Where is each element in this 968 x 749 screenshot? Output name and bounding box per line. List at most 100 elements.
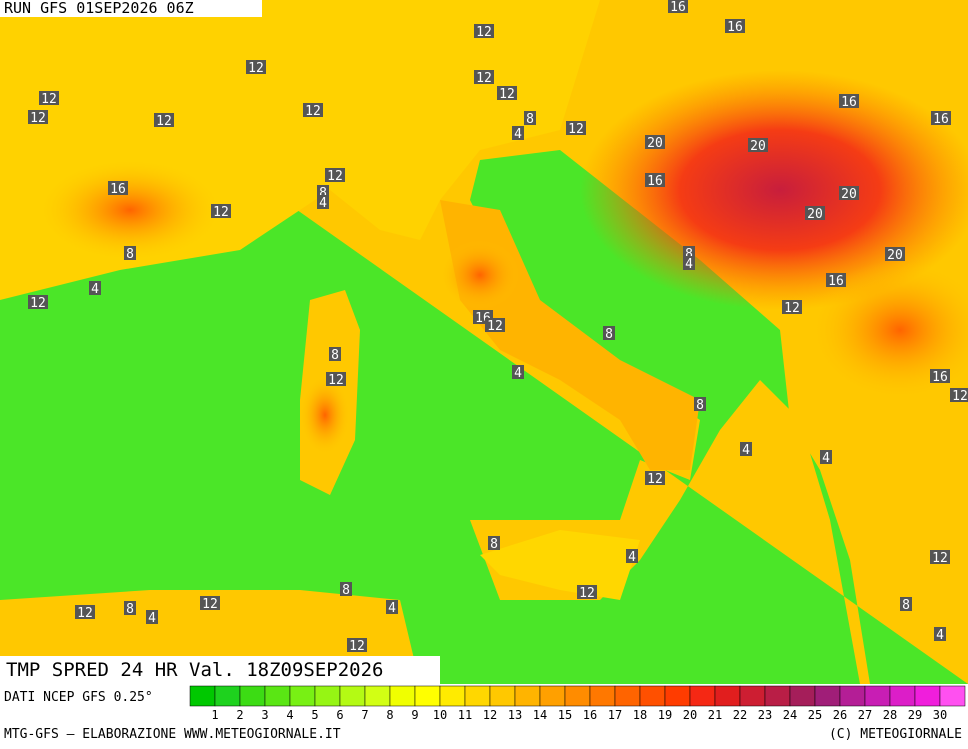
contour-label: 12: [156, 114, 172, 129]
heat-area: [440, 240, 520, 310]
legend-swatch: [314, 685, 341, 707]
legend-swatch: [489, 685, 516, 707]
label-box: [124, 601, 136, 615]
label-box: [645, 135, 665, 149]
legend-label: 20: [683, 708, 697, 722]
contour-label: 16: [932, 370, 948, 385]
contour-label: 12: [30, 296, 46, 311]
legend-swatch: [739, 685, 766, 707]
contour-label: 12: [487, 319, 503, 334]
legend-swatch: [814, 685, 841, 707]
label-box: [839, 186, 859, 200]
contour-label: 16: [670, 0, 686, 15]
legend-swatch: [639, 685, 666, 707]
heat-area: [810, 260, 968, 400]
contour-label: 12: [305, 104, 321, 119]
run-title: RUN GFS 01SEP2026 06Z: [4, 0, 194, 17]
contour-label: 4: [388, 601, 396, 616]
label-box: [146, 610, 158, 624]
legend-swatch: [364, 685, 391, 707]
contour-label: 12: [568, 122, 584, 137]
label-box: [340, 582, 352, 596]
contour-label: 16: [841, 95, 857, 110]
label-box: [524, 111, 536, 125]
heat-area: [40, 160, 220, 260]
legend-swatch: [839, 685, 866, 707]
contour-label: 12: [579, 586, 595, 601]
label-box: [782, 300, 802, 314]
label-box: [39, 91, 59, 105]
label-box: [75, 605, 95, 619]
credit-right: (C) METEOGIORNALE: [829, 727, 962, 742]
contour-label: 8: [342, 583, 350, 598]
heat-area: [300, 375, 350, 455]
contour-label: 8: [526, 112, 534, 127]
label-box: [668, 0, 688, 13]
contour-label: 4: [685, 257, 693, 272]
contour-label: 12: [213, 205, 229, 220]
label-box: [645, 173, 665, 187]
contour-label: 4: [936, 628, 944, 643]
contour-label: 4: [822, 451, 830, 466]
contour-label: 8: [126, 602, 134, 617]
legend-label: 30: [933, 708, 947, 722]
legend-swatch: [239, 685, 266, 707]
label-box: [748, 138, 768, 152]
contour-label: 4: [514, 127, 522, 142]
contour-label: 12: [499, 87, 515, 102]
legend-label: 14: [533, 708, 547, 722]
legend-swatch: [439, 685, 466, 707]
label-box: [645, 471, 665, 485]
legend-label: 2: [236, 708, 243, 722]
legend-swatch: [189, 685, 216, 707]
label-box: [474, 70, 494, 84]
legend-swatch: [914, 685, 941, 707]
source: DATI NCEP GFS 0.25°: [4, 690, 153, 705]
label-box: [900, 597, 912, 611]
contour-label: 12: [932, 551, 948, 566]
legend-swatch: [614, 685, 641, 707]
label-box: [603, 326, 615, 340]
label-box: [934, 627, 946, 641]
label-box: [28, 110, 48, 124]
legend-label: 24: [783, 708, 797, 722]
legend-label: 25: [808, 708, 822, 722]
legend-swatch: [764, 685, 791, 707]
legend-label: 16: [583, 708, 597, 722]
label-box: [930, 369, 950, 383]
legend-label: 21: [708, 708, 722, 722]
legend-swatch: [889, 685, 916, 707]
contour-label: 12: [77, 606, 93, 621]
legend-swatch: [214, 685, 241, 707]
contour-label: 8: [126, 247, 134, 262]
legend-label: 17: [608, 708, 622, 722]
legend-label: 23: [758, 708, 772, 722]
label-box: [805, 206, 825, 220]
legend-swatch: [289, 685, 316, 707]
contour-label: 12: [327, 169, 343, 184]
label-box: [347, 638, 367, 652]
contour-label: 16: [828, 274, 844, 289]
legend-label: 18: [633, 708, 647, 722]
contour-label: 8: [331, 348, 339, 363]
contour-label: 12: [41, 92, 57, 107]
label-box: [303, 103, 323, 117]
legend-label: 13: [508, 708, 522, 722]
header-box: [0, 0, 262, 17]
legend-swatch: [714, 685, 741, 707]
label-box: [694, 397, 706, 411]
contour-label: 12: [248, 61, 264, 76]
label-box: [474, 24, 494, 38]
heat-area: [580, 70, 968, 310]
label-box: [839, 94, 859, 108]
contour-label: 4: [514, 366, 522, 381]
legend-swatch: [789, 685, 816, 707]
label-box: [317, 195, 329, 209]
legend-swatch: [664, 685, 691, 707]
legend-label: 7: [361, 708, 368, 722]
contour-label: 12: [476, 71, 492, 86]
label-box: [386, 600, 398, 614]
legend-swatch: [389, 685, 416, 707]
legend-swatch: [939, 685, 966, 707]
legend-swatch: [589, 685, 616, 707]
